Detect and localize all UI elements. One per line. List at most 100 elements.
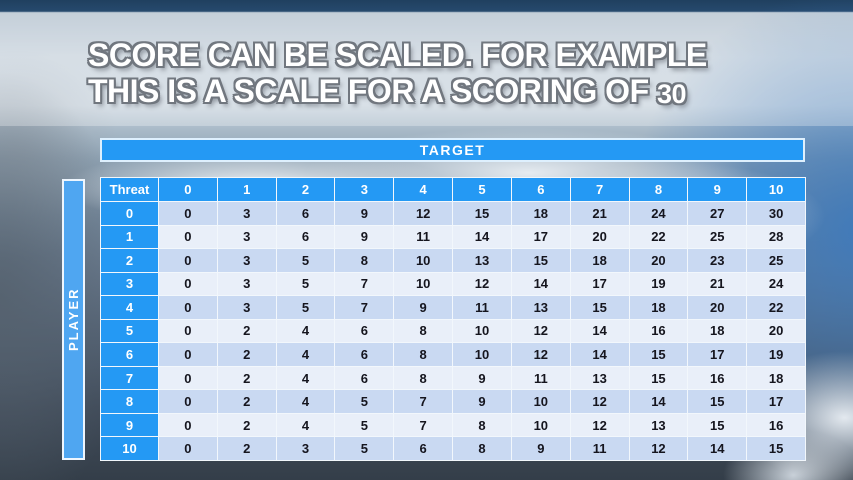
threat-row-header-0: 0 (101, 202, 158, 225)
score-cell-10-10: 15 (747, 437, 805, 460)
target-col-header-10: 10 (747, 178, 805, 201)
score-cell-4-4: 9 (394, 296, 453, 319)
score-cell-0-6: 18 (511, 202, 570, 225)
score-cell-1-3: 9 (335, 225, 394, 249)
score-cell-3-6: 14 (511, 272, 570, 296)
score-cell-9-2: 4 (276, 413, 335, 437)
score-cell-2-4: 10 (394, 249, 453, 272)
target-col-header-3: 3 (335, 178, 394, 201)
score-cell-0-4: 12 (394, 202, 453, 225)
score-cell-6-6: 12 (511, 343, 570, 366)
score-cell-3-2: 5 (276, 272, 335, 296)
score-cell-5-4: 8 (394, 319, 453, 343)
score-cell-10-4: 6 (394, 437, 453, 460)
score-cell-9-0: 0 (159, 413, 217, 437)
threat-row-header-6: 6 (101, 343, 158, 366)
threat-row-header-4: 4 (101, 296, 158, 319)
score-cell-7-6: 11 (511, 366, 570, 390)
score-cell-4-0: 0 (159, 296, 217, 319)
score-cell-0-2: 6 (276, 202, 335, 225)
score-cell-2-2: 5 (276, 249, 335, 272)
score-cell-8-4: 7 (394, 390, 453, 413)
score-cell-6-9: 17 (688, 343, 747, 366)
score-cell-1-2: 6 (276, 225, 335, 249)
score-cell-4-3: 7 (335, 296, 394, 319)
score-cell-2-8: 20 (629, 249, 688, 272)
score-cell-1-1: 3 (217, 225, 276, 249)
score-cell-9-1: 2 (217, 413, 276, 437)
score-cell-8-6: 10 (511, 390, 570, 413)
score-cell-10-9: 14 (688, 437, 747, 460)
score-cell-3-1: 3 (217, 272, 276, 296)
target-col-header-7: 7 (570, 178, 629, 201)
score-cell-2-0: 0 (159, 249, 217, 272)
score-cell-0-7: 21 (570, 202, 629, 225)
score-cell-5-0: 0 (159, 319, 217, 343)
score-cell-4-6: 13 (511, 296, 570, 319)
slide-title: SCORE CAN BE SCALED. FOR EXAMPLE THIS IS… (88, 37, 808, 111)
score-cell-4-8: 18 (629, 296, 688, 319)
score-cell-8-9: 15 (688, 390, 747, 413)
score-cell-0-10: 30 (747, 202, 805, 225)
threat-row-header-9: 9 (101, 413, 158, 437)
score-cell-1-7: 20 (570, 225, 629, 249)
score-cell-0-9: 27 (688, 202, 747, 225)
score-cell-1-6: 17 (511, 225, 570, 249)
score-cell-7-3: 6 (335, 366, 394, 390)
score-cell-4-10: 22 (747, 296, 805, 319)
score-cell-7-5: 9 (453, 366, 511, 390)
score-cell-9-6: 10 (511, 413, 570, 437)
score-cell-1-9: 25 (688, 225, 747, 249)
score-cell-0-0: 0 (159, 202, 217, 225)
score-cell-5-2: 4 (276, 319, 335, 343)
title-highlight-band (0, 12, 853, 126)
score-cell-6-3: 6 (335, 343, 394, 366)
score-cell-1-10: 28 (747, 225, 805, 249)
score-cell-0-8: 24 (629, 202, 688, 225)
score-cell-3-3: 7 (335, 272, 394, 296)
target-col-header-6: 6 (511, 178, 570, 201)
score-cell-8-3: 5 (335, 390, 394, 413)
score-cell-7-10: 18 (747, 366, 805, 390)
score-cell-1-0: 0 (159, 225, 217, 249)
score-cell-10-1: 2 (217, 437, 276, 460)
score-cell-2-6: 15 (511, 249, 570, 272)
threat-row-header-3: 3 (101, 272, 158, 296)
threat-row-header-1: 1 (101, 225, 158, 249)
score-grid: Threat 0 1 2 3 4 5 6 7 8 9 10 0 0 3 6 9 12 15 18 21 24 27 30 1 0 3… (100, 177, 806, 461)
score-cell-0-3: 9 (335, 202, 394, 225)
score-cell-1-8: 22 (629, 225, 688, 249)
score-cell-3-4: 10 (394, 272, 453, 296)
score-cell-5-9: 18 (688, 319, 747, 343)
score-cell-3-5: 12 (453, 272, 511, 296)
target-col-header-5: 5 (453, 178, 511, 201)
score-cell-10-0: 0 (159, 437, 217, 460)
score-cell-2-9: 23 (688, 249, 747, 272)
threat-row-header-10: 10 (101, 437, 158, 460)
score-cell-7-9: 16 (688, 366, 747, 390)
threat-corner-header: Threat (101, 178, 158, 201)
score-cell-5-1: 2 (217, 319, 276, 343)
score-cell-7-4: 8 (394, 366, 453, 390)
score-cell-0-5: 15 (453, 202, 511, 225)
threat-row-header-8: 8 (101, 390, 158, 413)
target-col-header-8: 8 (629, 178, 688, 201)
score-cell-8-8: 14 (629, 390, 688, 413)
score-cell-4-5: 11 (453, 296, 511, 319)
score-cell-7-7: 13 (570, 366, 629, 390)
score-cell-2-3: 8 (335, 249, 394, 272)
score-cell-5-10: 20 (747, 319, 805, 343)
target-header-bar: TARGET (100, 138, 805, 162)
score-cell-5-5: 10 (453, 319, 511, 343)
score-cell-5-6: 12 (511, 319, 570, 343)
slide-title-line2: THIS IS A SCALE FOR A SCORING OF 30 (88, 73, 687, 109)
score-cell-5-7: 14 (570, 319, 629, 343)
score-cell-10-8: 12 (629, 437, 688, 460)
score-cell-8-5: 9 (453, 390, 511, 413)
score-cell-6-0: 0 (159, 343, 217, 366)
score-cell-4-1: 3 (217, 296, 276, 319)
score-cell-6-5: 10 (453, 343, 511, 366)
score-cell-7-2: 4 (276, 366, 335, 390)
score-cell-8-0: 0 (159, 390, 217, 413)
score-cell-2-7: 18 (570, 249, 629, 272)
